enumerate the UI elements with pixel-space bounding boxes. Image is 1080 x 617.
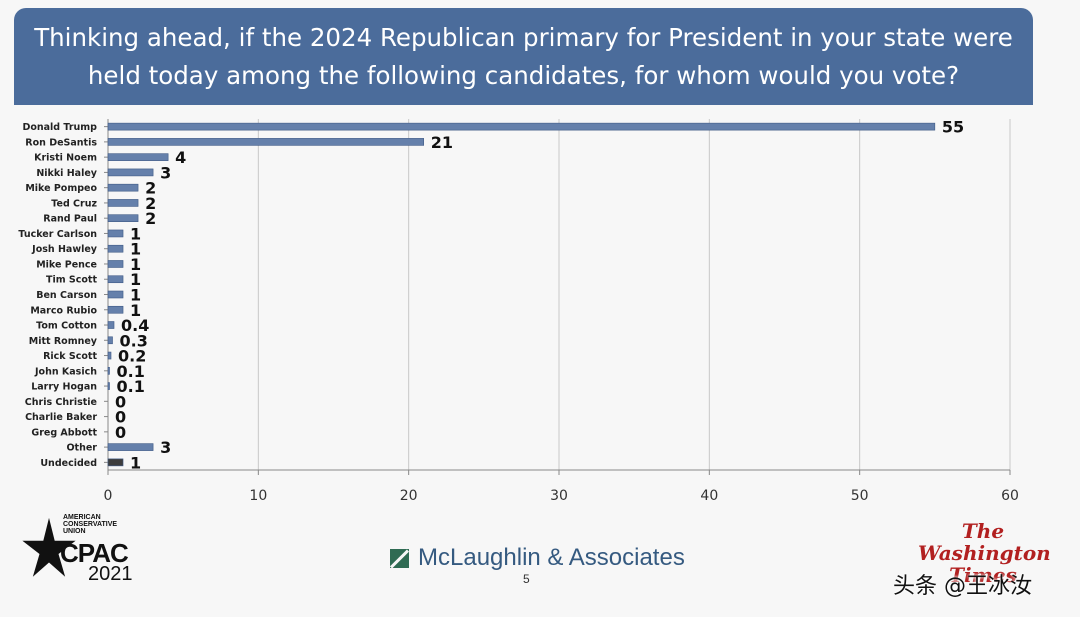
category-label-rand-paul: Rand Paul (43, 214, 97, 225)
pollster-name: McLaughlin & Associates (418, 544, 685, 571)
x-tick-label-60: 60 (1001, 488, 1019, 504)
newspaper-logo-line-1: The (961, 519, 1005, 543)
bar-tucker-carlson (107, 229, 124, 238)
chart-title-banner: Thinking ahead, if the 2024 Republican p… (14, 8, 1033, 105)
category-label-rick-scott: Rick Scott (43, 351, 97, 362)
category-label-tim-scott: Tim Scott (46, 275, 97, 286)
cpac-name: CPAC (60, 538, 129, 568)
bar-mike-pompeo (107, 183, 139, 192)
x-tick-label-50: 50 (851, 488, 869, 504)
value-label-tucker-carlson: 1 (130, 224, 141, 243)
category-label-chris-christie: Chris Christie (25, 397, 97, 408)
bar-josh-hawley (107, 244, 124, 253)
chart-title: Thinking ahead, if the 2024 Republican p… (34, 22, 1013, 90)
cpac-star-logo (22, 517, 76, 577)
bar-ted-cruz (107, 199, 139, 207)
x-tick-label-20: 20 (400, 488, 418, 504)
value-label-undecided: 1 (130, 453, 141, 472)
category-label-josh-hawley: Josh Hawley (31, 244, 98, 255)
page-number: 5 (523, 572, 530, 586)
value-label-charlie-baker: 0 (115, 408, 126, 427)
bar-undecided (107, 458, 124, 467)
bar-tom-cotton (107, 321, 115, 329)
bar-ben-carson (107, 290, 124, 299)
value-label-tom-cotton: 0.4 (121, 316, 149, 335)
bar-rand-paul (107, 214, 139, 222)
value-label-tim-scott: 1 (130, 270, 141, 289)
value-label-mitt-romney: 0.3 (120, 331, 148, 350)
value-label-rand-paul: 2 (145, 209, 156, 228)
value-label-rick-scott: 0.2 (118, 347, 146, 366)
category-label-john-kasich: John Kasich (34, 366, 97, 377)
category-label-ben-carson: Ben Carson (36, 290, 97, 301)
category-label-ron-desantis: Ron DeSantis (25, 137, 97, 148)
value-label-ben-carson: 1 (130, 286, 141, 305)
cpac-org-name: AMERICAN CONSERVATIVE UNION (63, 514, 118, 535)
pollster-logo: McLaughlin & Associates (390, 544, 685, 572)
value-label-john-kasich: 0.1 (117, 362, 145, 381)
category-label-mike-pence: Mike Pence (36, 259, 97, 270)
bar-tim-scott (107, 275, 124, 284)
bar-other (107, 443, 154, 451)
value-label-chris-christie: 0 (115, 392, 126, 411)
cpac-year: 2021 (88, 563, 133, 585)
category-label-tucker-carlson: Tucker Carlson (18, 229, 97, 240)
category-label-undecided: Undecided (40, 458, 97, 469)
x-tick-label-0: 0 (104, 488, 113, 504)
x-tick-label-10: 10 (249, 488, 267, 504)
value-label-larry-hogan: 0.1 (117, 377, 145, 396)
value-label-nikki-haley: 3 (160, 163, 171, 182)
x-tick-label-40: 40 (700, 488, 718, 504)
x-tick-label-30: 30 (550, 488, 568, 504)
value-label-ted-cruz: 2 (145, 194, 156, 213)
newspaper-logo: The Washington Times (918, 519, 1051, 587)
bar-john-kasich (107, 367, 110, 375)
value-label-josh-hawley: 1 (130, 240, 141, 259)
value-label-other: 3 (160, 438, 171, 457)
bar-ron-desantis (107, 138, 425, 146)
newspaper-logo-line-3: Times (949, 563, 1017, 587)
value-label-ron-desantis: 21 (431, 133, 453, 152)
category-label-tom-cotton: Tom Cotton (36, 321, 97, 332)
value-label-donald-trump: 55 (942, 118, 964, 137)
category-label-other: Other (66, 443, 97, 454)
bar-rick-scott (107, 351, 112, 360)
bar-mike-pence (107, 260, 124, 268)
value-label-greg-abbott: 0 (115, 423, 126, 442)
value-label-mike-pompeo: 2 (145, 179, 156, 198)
category-label-ted-cruz: Ted Cruz (51, 198, 97, 209)
bar-nikki-haley (107, 168, 154, 177)
pollster-icon (390, 548, 409, 568)
bar-marco-rubio (107, 305, 124, 314)
value-label-mike-pence: 1 (130, 255, 141, 274)
category-label-donald-trump: Donald Trump (22, 122, 97, 133)
category-label-mike-pompeo: Mike Pompeo (25, 183, 97, 194)
category-label-kristi-noem: Kristi Noem (34, 153, 97, 164)
bar-kristi-noem (107, 153, 169, 161)
newspaper-logo-line-2: Washington (918, 541, 1051, 565)
bar-larry-hogan (107, 382, 110, 390)
value-label-kristi-noem: 4 (175, 148, 186, 167)
category-label-greg-abbott: Greg Abbott (31, 427, 97, 438)
category-label-charlie-baker: Charlie Baker (25, 412, 97, 423)
bar-donald-trump (107, 122, 936, 131)
watermark: 头条 @王冰汝 (893, 574, 1032, 599)
category-label-nikki-haley: Nikki Haley (36, 168, 97, 179)
category-label-marco-rubio: Marco Rubio (30, 305, 97, 316)
value-label-marco-rubio: 1 (130, 301, 141, 320)
category-label-larry-hogan: Larry Hogan (31, 382, 97, 393)
bar-mitt-romney (107, 336, 113, 345)
category-label-mitt-romney: Mitt Romney (29, 336, 98, 347)
